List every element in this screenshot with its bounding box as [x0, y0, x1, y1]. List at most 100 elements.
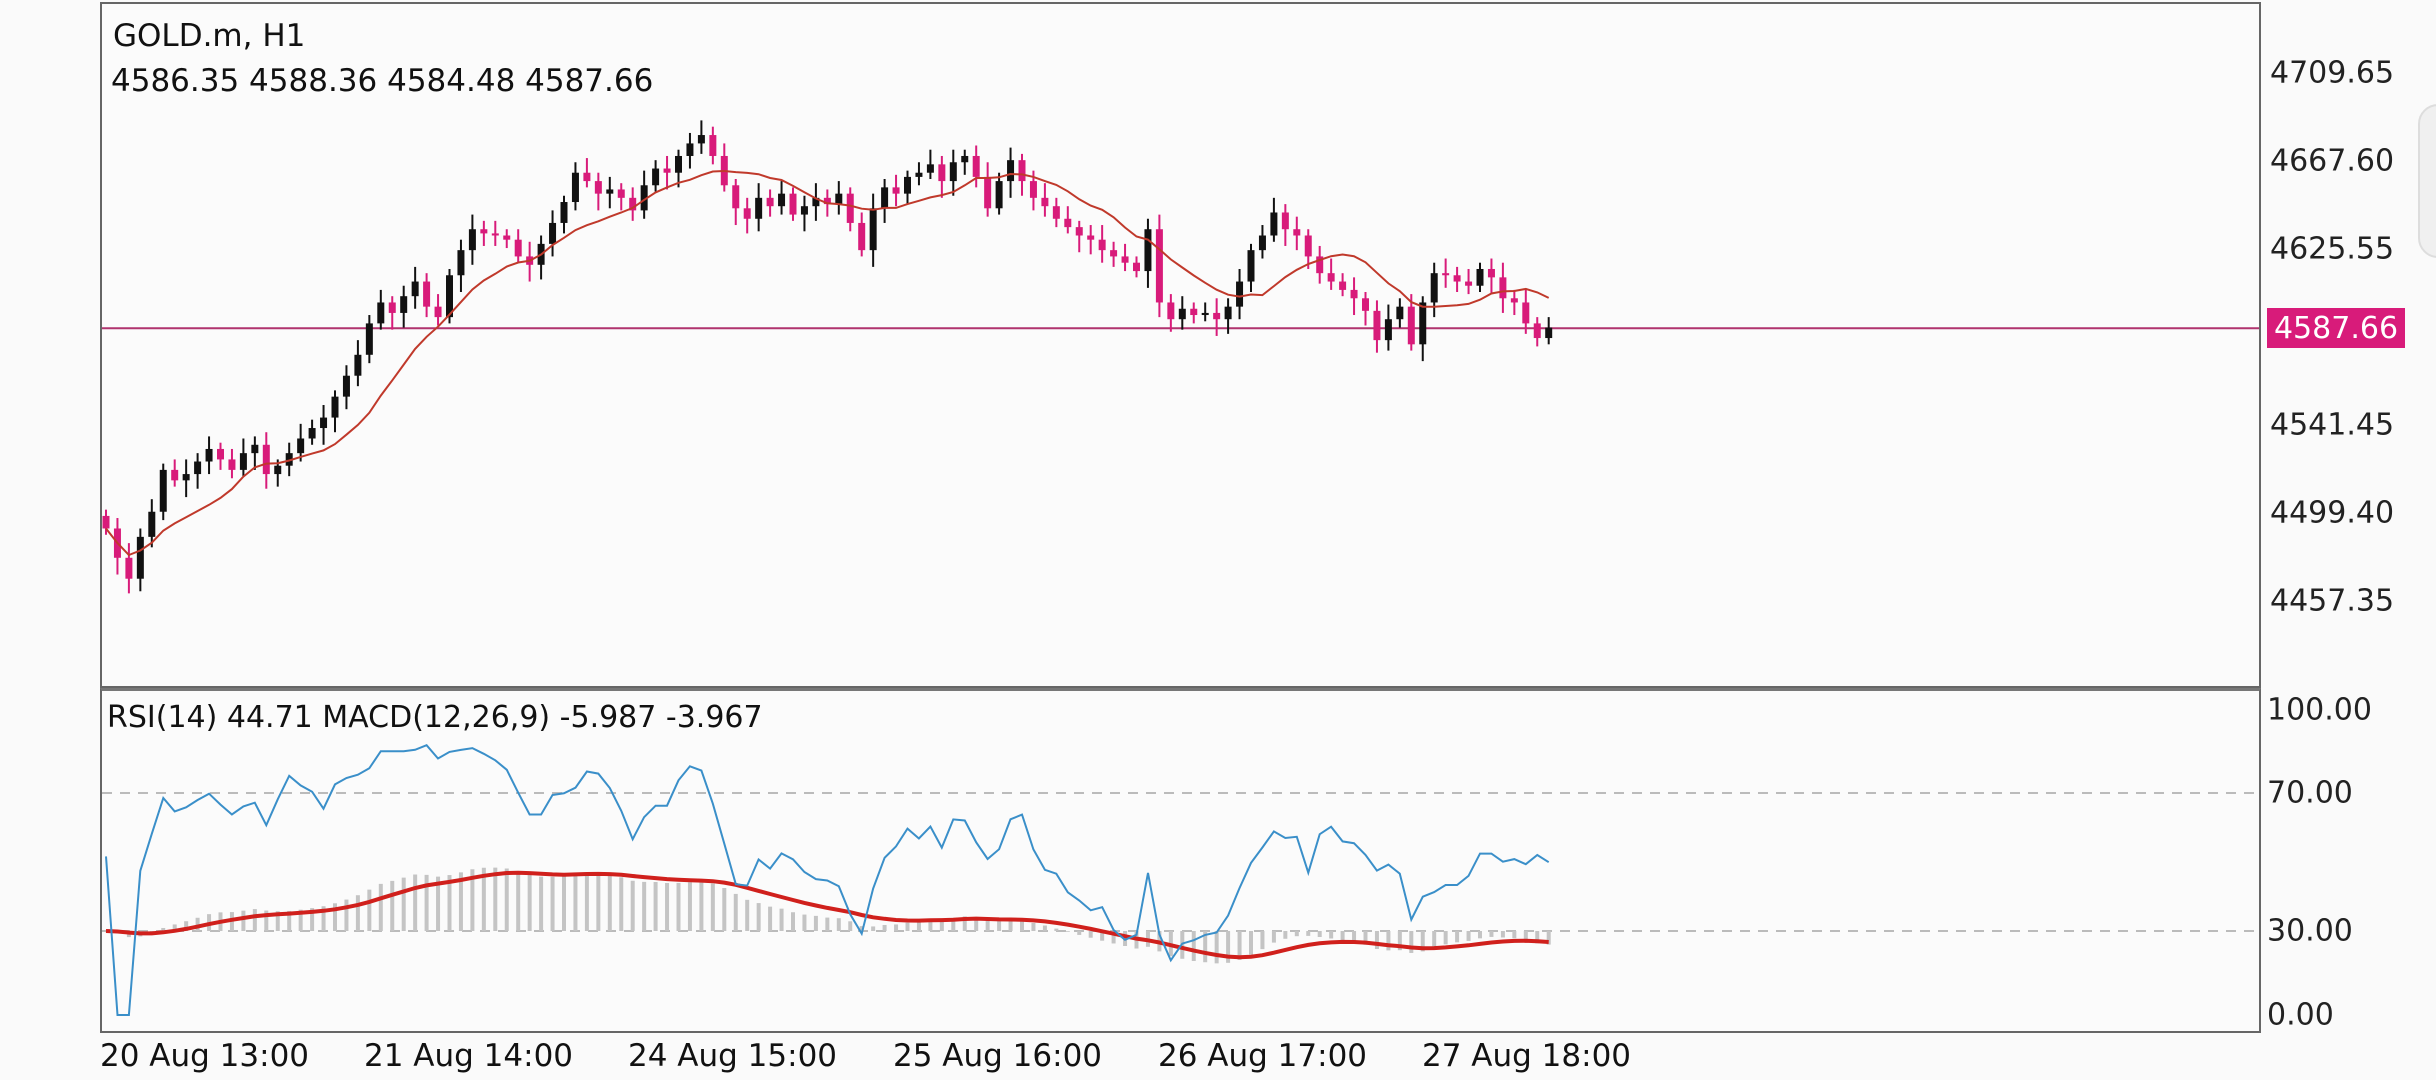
candle-body: [846, 193, 854, 223]
symbol-timeframe-label: GOLD.m, H1: [113, 18, 306, 54]
candle-body: [961, 155, 969, 163]
candle-body: [949, 162, 957, 182]
candle-body: [125, 557, 133, 579]
candle-body: [594, 181, 602, 194]
ohlc-values: 4586.35 4588.36 4584.48 4587.66: [111, 63, 654, 99]
candle-body: [320, 417, 328, 429]
candle-body: [377, 302, 385, 324]
candle-body: [205, 448, 213, 462]
candle-body: [491, 233, 499, 236]
candle-body: [1098, 239, 1106, 251]
candle-body: [800, 206, 808, 215]
candle-body: [1052, 206, 1060, 219]
candle-body: [938, 164, 946, 182]
candle-body: [1121, 256, 1129, 263]
candle-body: [1064, 218, 1072, 228]
candle-body: [1362, 298, 1369, 311]
candle-body: [1396, 306, 1404, 320]
candle-body: [468, 229, 476, 251]
candle-body: [1029, 181, 1037, 198]
candle-body: [789, 193, 797, 215]
candle-body: [1018, 160, 1026, 182]
candle-body: [755, 197, 763, 219]
indicator-axis-label: 0.00: [2267, 997, 2334, 1033]
moving-average-line: [105, 169, 1550, 557]
candle-body: [869, 208, 877, 251]
candle-body: [1007, 160, 1015, 182]
price-axis-label: 4667.60: [2270, 143, 2395, 179]
candle-body: [1258, 235, 1266, 251]
candle-body: [1465, 281, 1473, 286]
candle-body: [560, 202, 568, 223]
candle-body: [1236, 281, 1244, 307]
candle-body: [892, 187, 900, 194]
candle-body: [423, 281, 431, 307]
time-axis-label: 24 Aug 15:00: [628, 1038, 838, 1074]
time-axis-label: 25 Aug 16:00: [893, 1038, 1103, 1074]
candle-body: [571, 172, 579, 203]
candle-body: [709, 135, 717, 156]
candle-body: [136, 536, 144, 579]
candle-body: [697, 135, 705, 144]
candle-body: [251, 444, 259, 454]
candle-body: [1293, 229, 1301, 236]
candle-body: [400, 296, 408, 313]
indicator-axis-label: 100.00: [2267, 692, 2372, 728]
indicator-axis-label: 30.00: [2267, 913, 2353, 949]
candle-body: [972, 155, 980, 177]
candle-body: [308, 428, 316, 439]
candle-body: [446, 275, 453, 318]
candle-body: [239, 453, 247, 470]
indicator-pane[interactable]: [100, 688, 2261, 1033]
candle-body: [354, 354, 362, 376]
candle-body: [675, 155, 682, 173]
candle-body: [228, 459, 236, 470]
candle-body: [606, 189, 614, 194]
candle-body: [926, 164, 934, 173]
candle-body: [1110, 250, 1118, 257]
candle-body: [1075, 227, 1083, 236]
candle-body: [1144, 229, 1152, 272]
candle-body: [1178, 308, 1186, 320]
candle-body: [159, 469, 167, 512]
candle-body: [1430, 273, 1438, 303]
candle-body: [1155, 229, 1163, 303]
candle-body: [1247, 250, 1255, 282]
candle-body: [732, 185, 740, 209]
candle-body: [1041, 197, 1049, 207]
candle-body: [434, 306, 442, 318]
candle-body: [915, 172, 923, 177]
candle-body: [1453, 275, 1461, 282]
candle-body: [549, 222, 557, 244]
candle-body: [1213, 312, 1221, 320]
candle-body: [1510, 298, 1518, 303]
candle-body: [904, 176, 911, 194]
candle-body: [262, 444, 270, 475]
candle-body: [480, 229, 488, 234]
candle-body: [881, 187, 889, 209]
price-axis-label: 4457.35: [2270, 583, 2395, 619]
candle-body: [1270, 212, 1278, 236]
price-axis-label: 4709.65: [2270, 55, 2395, 91]
candle-body: [778, 193, 786, 207]
candle-body: [1304, 235, 1312, 257]
rsi-line: [105, 744, 1550, 1016]
candle-body: [995, 181, 1003, 209]
candle-body: [1487, 268, 1495, 278]
price-chart-pane[interactable]: [100, 2, 2261, 688]
candle-body: [102, 515, 110, 529]
time-axis-label: 26 Aug 17:00: [1158, 1038, 1368, 1074]
candle-body: [1384, 319, 1392, 341]
candle-body: [1339, 281, 1347, 290]
candle-body: [1442, 273, 1450, 276]
candle-body: [1407, 306, 1415, 345]
candle-body: [1533, 323, 1541, 339]
candle-body: [652, 168, 660, 186]
time-axis-label: 27 Aug 18:00: [1422, 1038, 1632, 1074]
candle-body: [342, 375, 350, 397]
candle-body: [823, 197, 831, 205]
candle-body: [1133, 262, 1140, 272]
candle-body: [1224, 306, 1232, 320]
candle-body: [388, 302, 396, 313]
candle-body: [1190, 308, 1198, 316]
